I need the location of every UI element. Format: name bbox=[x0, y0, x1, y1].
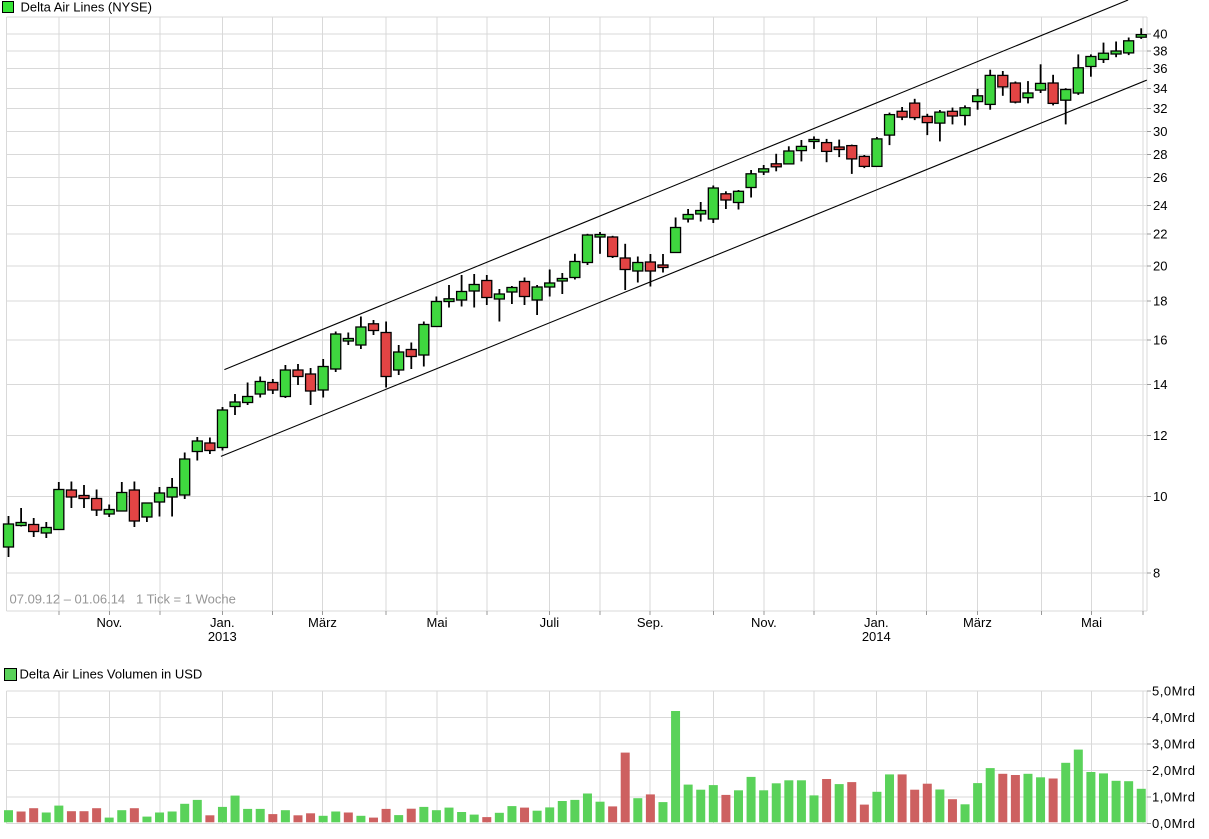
svg-text:Nov.: Nov. bbox=[97, 615, 123, 630]
svg-text:Mai: Mai bbox=[1081, 615, 1102, 630]
svg-text:36: 36 bbox=[1153, 61, 1167, 76]
svg-text:Nov.: Nov. bbox=[751, 615, 777, 630]
svg-text:22: 22 bbox=[1153, 227, 1167, 242]
svg-text:3,0Mrd: 3,0Mrd bbox=[1152, 737, 1195, 752]
svg-text:32: 32 bbox=[1153, 101, 1167, 116]
svg-text:März: März bbox=[963, 615, 992, 630]
svg-text:34: 34 bbox=[1153, 81, 1167, 96]
svg-text:26: 26 bbox=[1153, 170, 1167, 185]
svg-text:24: 24 bbox=[1153, 198, 1167, 213]
svg-text:07.09.12 – 01.06.14 1 Tick =: 07.09.12 – 01.06.14 1 Tick = 1 Woche bbox=[10, 592, 236, 607]
svg-text:16: 16 bbox=[1153, 333, 1167, 348]
svg-text:5,0Mrd: 5,0Mrd bbox=[1152, 684, 1195, 699]
svg-text:2013: 2013 bbox=[208, 629, 237, 644]
svg-text:4,0Mrd: 4,0Mrd bbox=[1152, 710, 1195, 725]
svg-text:Delta Air Lines (NYSE): Delta Air Lines (NYSE) bbox=[21, 0, 153, 15]
svg-text:1,0Mrd: 1,0Mrd bbox=[1152, 790, 1195, 805]
svg-text:2014: 2014 bbox=[862, 629, 891, 644]
svg-text:Juli: Juli bbox=[540, 615, 560, 630]
svg-text:30: 30 bbox=[1153, 124, 1167, 139]
svg-text:Jan.: Jan. bbox=[864, 615, 889, 630]
svg-text:8: 8 bbox=[1153, 566, 1160, 581]
svg-text:18: 18 bbox=[1153, 294, 1167, 309]
svg-text:28: 28 bbox=[1153, 147, 1167, 162]
svg-text:38: 38 bbox=[1153, 44, 1167, 59]
svg-text:20: 20 bbox=[1153, 258, 1167, 273]
svg-text:Sep.: Sep. bbox=[637, 615, 664, 630]
svg-text:14: 14 bbox=[1153, 377, 1167, 392]
svg-text:40: 40 bbox=[1153, 26, 1167, 41]
svg-text:Delta Air Lines Volumen in USD: Delta Air Lines Volumen in USD bbox=[20, 667, 203, 682]
svg-text:Jan.: Jan. bbox=[210, 615, 235, 630]
svg-text:10: 10 bbox=[1153, 489, 1167, 504]
svg-text:0,0Mrd: 0,0Mrd bbox=[1152, 816, 1195, 831]
svg-text:Mai: Mai bbox=[427, 615, 448, 630]
svg-text:März: März bbox=[308, 615, 337, 630]
svg-text:2,0Mrd: 2,0Mrd bbox=[1152, 763, 1195, 778]
svg-text:12: 12 bbox=[1153, 428, 1167, 443]
